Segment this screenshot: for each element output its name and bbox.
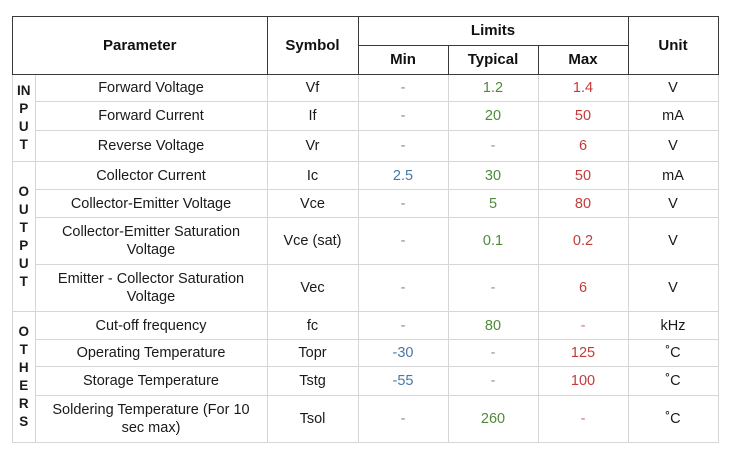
parameter-cell: Collector-Emitter Voltage — [34, 189, 268, 218]
symbol-cell: Vr — [266, 130, 359, 162]
table-row: O T H E R S Cut-off frequency fc - 80 - … — [12, 311, 719, 443]
table-row: Reverse Voltage Vr - - 6 V — [13, 130, 719, 162]
typical-cell: - — [447, 339, 539, 367]
unit-cell: V — [627, 74, 719, 102]
min-cell: - — [357, 189, 449, 218]
typical-cell: 80 — [447, 311, 539, 340]
unit-cell: ˚C — [627, 395, 719, 443]
symbol-cell: Vf — [266, 74, 359, 102]
typical-cell: 30 — [447, 161, 539, 190]
header-limits: Limits — [357, 16, 629, 46]
min-cell: - — [357, 395, 449, 443]
typical-cell: - — [447, 366, 539, 396]
parameter-cell: Emitter - Collector Saturation Voltage — [34, 264, 268, 312]
group-label-output: O U T P U T — [12, 161, 36, 312]
header-min: Min — [357, 45, 449, 75]
parameter-cell: Forward Voltage — [34, 74, 268, 102]
symbol-cell: Vce (sat) — [266, 217, 359, 265]
table-row: Collector-Emitter Saturation Voltage Vce… — [13, 217, 719, 265]
table-row: Forward Current If - 20 50 mA — [13, 101, 719, 131]
table-row: Emitter - Collector Saturation Voltage V… — [13, 264, 719, 312]
typical-cell: 1.2 — [447, 74, 539, 102]
parameter-cell: Cut-off frequency — [34, 311, 268, 340]
symbol-cell: Ic — [266, 161, 359, 190]
parameter-cell: Operating Temperature — [34, 339, 268, 367]
header-parameter: Parameter — [12, 16, 268, 75]
typical-cell: - — [447, 130, 539, 162]
typical-cell: - — [447, 264, 539, 312]
max-cell: 50 — [537, 101, 629, 131]
symbol-cell: Tsol — [266, 395, 359, 443]
min-cell: - — [357, 217, 449, 265]
table-row: Collector-Emitter Voltage Vce - 5 80 V — [13, 189, 719, 218]
max-cell: 6 — [537, 264, 629, 312]
unit-cell: V — [627, 264, 719, 312]
typical-cell: 5 — [447, 189, 539, 218]
parameter-cell: Collector-Emitter Saturation Voltage — [34, 217, 268, 265]
symbol-cell: Vec — [266, 264, 359, 312]
max-cell: - — [537, 395, 629, 443]
max-cell: 125 — [537, 339, 629, 367]
table-row: O U T P U T Collector Current Ic 2.5 30 … — [12, 161, 719, 312]
symbol-cell: Topr — [266, 339, 359, 367]
typical-cell: 0.1 — [447, 217, 539, 265]
unit-cell: V — [627, 189, 719, 218]
header-unit: Unit — [627, 16, 719, 75]
unit-cell: ˚C — [627, 366, 719, 396]
max-cell: 6 — [537, 130, 629, 162]
max-cell: 80 — [537, 189, 629, 218]
max-cell: 0.2 — [537, 217, 629, 265]
table-row: Operating Temperature Topr -30 - 125 ˚C — [13, 339, 719, 367]
min-cell: - — [357, 311, 449, 340]
typical-cell: 260 — [447, 395, 539, 443]
min-cell: - — [357, 101, 449, 131]
symbol-cell: Tstg — [266, 366, 359, 396]
header-max: Max — [537, 45, 629, 75]
symbol-cell: If — [266, 101, 359, 131]
table-row: Soldering Temperature (For 10 sec max) T… — [13, 395, 719, 443]
parameter-cell: Reverse Voltage — [34, 130, 268, 162]
table-row: IN P U T Forward Voltage Vf - 1.2 1.4 V — [12, 74, 719, 162]
group-label-others: O T H E R S — [12, 311, 36, 443]
parameter-cell: Collector Current — [34, 161, 268, 190]
unit-cell: mA — [627, 161, 719, 190]
parameter-cell: Forward Current — [34, 101, 268, 131]
max-cell: 100 — [537, 366, 629, 396]
min-cell: 2.5 — [357, 161, 449, 190]
max-cell: - — [537, 311, 629, 340]
unit-cell: mA — [627, 101, 719, 131]
typical-cell: 20 — [447, 101, 539, 131]
unit-cell: kHz — [627, 311, 719, 340]
unit-cell: ˚C — [627, 339, 719, 367]
symbol-cell: fc — [266, 311, 359, 340]
max-cell: 50 — [537, 161, 629, 190]
max-cell: 1.4 — [537, 74, 629, 102]
specifications-table: Parameter Symbol Limits Unit Min Typical… — [12, 16, 719, 443]
group-label-input: IN P U T — [12, 74, 36, 162]
table-row: Storage Temperature Tstg -55 - 100 ˚C — [13, 366, 719, 396]
symbol-cell: Vce — [266, 189, 359, 218]
min-cell: -55 — [357, 366, 449, 396]
min-cell: - — [357, 130, 449, 162]
header-typical: Typical — [447, 45, 539, 75]
unit-cell: V — [627, 130, 719, 162]
unit-cell: V — [627, 217, 719, 265]
min-cell: - — [357, 74, 449, 102]
min-cell: -30 — [357, 339, 449, 367]
header-symbol: Symbol — [266, 16, 359, 75]
parameter-cell: Soldering Temperature (For 10 sec max) — [34, 395, 268, 443]
parameter-cell: Storage Temperature — [34, 366, 268, 396]
min-cell: - — [357, 264, 449, 312]
